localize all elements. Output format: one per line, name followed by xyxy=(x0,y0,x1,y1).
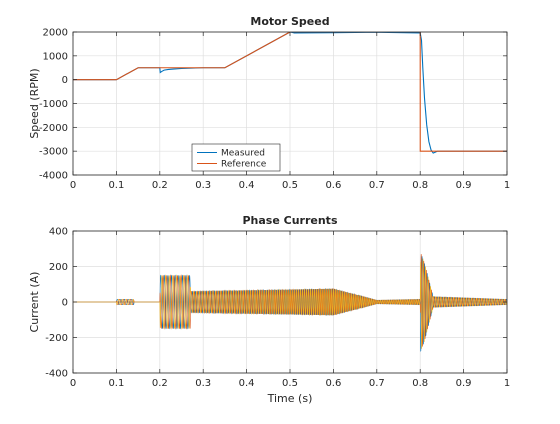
x-tick-label: 1 xyxy=(504,378,510,389)
x-tick-label: 0.1 xyxy=(108,378,124,389)
x-tick-label: 0.2 xyxy=(152,378,168,389)
series-line-reference xyxy=(73,32,507,152)
y-tick-label: 0 xyxy=(62,75,68,86)
x-tick-label: 0.8 xyxy=(412,378,428,389)
x-tick-label: 0.5 xyxy=(282,180,298,191)
x-tick-label: 0.4 xyxy=(239,378,255,389)
x-tick-label: 0.1 xyxy=(108,180,124,191)
currents-y-axis-label: Current (A) xyxy=(28,272,41,333)
x-tick-label: 0.9 xyxy=(456,378,472,389)
x-tick-label: 0.8 xyxy=(412,180,428,191)
x-tick-label: 0.3 xyxy=(195,378,211,389)
x-tick-label: 0.7 xyxy=(369,378,385,389)
x-tick-label: 1 xyxy=(504,180,510,191)
y-tick-label: 400 xyxy=(49,227,68,238)
currents-x-axis-label: Time (s) xyxy=(267,392,313,405)
x-tick-label: 0.5 xyxy=(282,378,298,389)
y-tick-label: -400 xyxy=(45,369,68,380)
y-tick-label: 1000 xyxy=(43,51,68,62)
x-tick-label: 0.4 xyxy=(239,180,255,191)
y-tick-label: 2000 xyxy=(43,28,68,39)
y-tick-label: -3000 xyxy=(39,147,68,158)
speed-chart-title: Motor Speed xyxy=(250,15,329,28)
x-tick-label: 0.6 xyxy=(325,180,341,191)
series-line-measured xyxy=(73,32,507,154)
legend-label-reference: Reference xyxy=(221,160,267,170)
y-tick-label: -4000 xyxy=(39,171,68,182)
y-tick-label: -2000 xyxy=(39,123,68,134)
x-tick-label: 0 xyxy=(70,378,76,389)
speed-series xyxy=(73,32,507,154)
y-tick-label: -200 xyxy=(45,333,68,344)
x-tick-label: 0.9 xyxy=(456,180,472,191)
y-tick-label: 0 xyxy=(62,298,68,309)
legend-label-measured: Measured xyxy=(221,149,265,159)
x-tick-label: 0.3 xyxy=(195,180,211,191)
phase-current-line-3 xyxy=(73,258,507,349)
x-tick-label: 0.6 xyxy=(325,378,341,389)
x-tick-label: 0.7 xyxy=(369,180,385,191)
currents-chart-title: Phase Currents xyxy=(242,214,337,227)
speed-ticks: 0 0.1 0.2 0.3 0.4 0.5 0.6 0.7 0.8 0.9 1 -4000 -3000 -… xyxy=(39,28,510,192)
x-tick-label: 0 xyxy=(70,180,76,191)
currents-axes: 0 0.1 0.2 0.3 0.4 0.5 0.6 0.7 0.8 0.9 1 -400 -200 0 20… xyxy=(28,214,510,405)
y-tick-label: 200 xyxy=(49,262,68,273)
x-tick-label: 0.2 xyxy=(152,180,168,191)
speed-y-axis-label: Speed (RPM) xyxy=(28,68,41,138)
speed-legend: Measured Reference xyxy=(191,143,281,172)
currents-ticks: 0 0.1 0.2 0.3 0.4 0.5 0.6 0.7 0.8 0.9 1 -400 -200 0 20… xyxy=(45,227,510,390)
y-tick-label: -1000 xyxy=(39,99,68,110)
speed-axes: 0 0.1 0.2 0.3 0.4 0.5 0.6 0.7 0.8 0.9 1 -4000 -3000 -… xyxy=(28,15,510,191)
legend-box xyxy=(191,143,281,172)
currents-series xyxy=(73,254,507,352)
